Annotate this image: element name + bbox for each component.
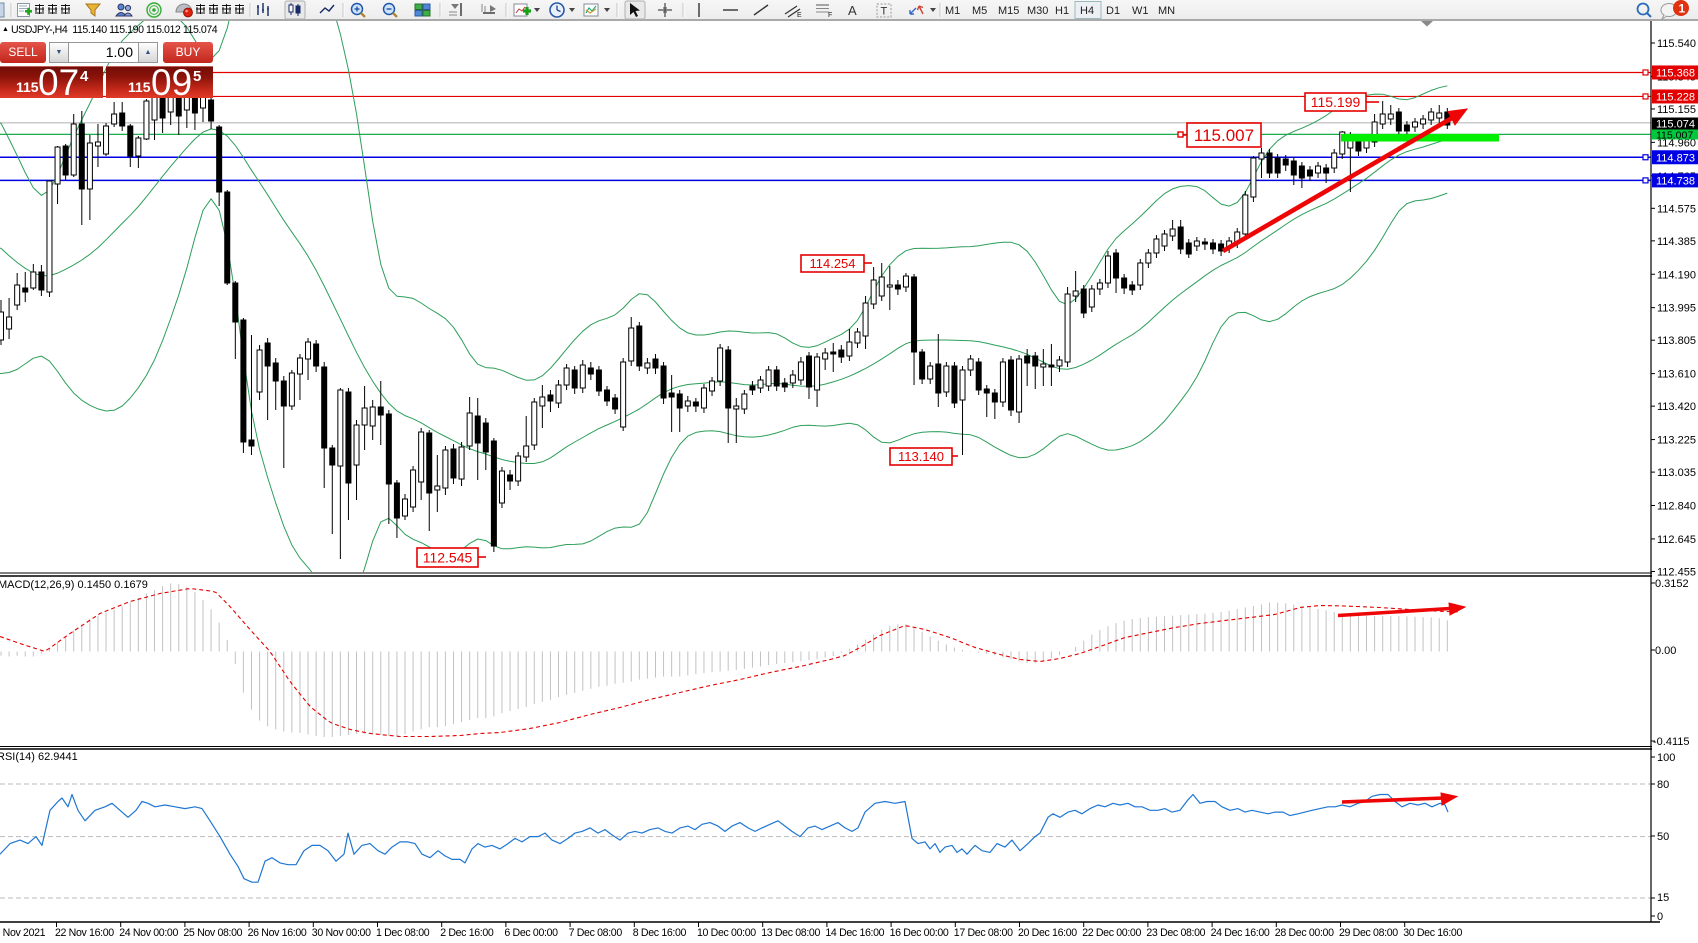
svg-text:D1: D1	[1106, 5, 1120, 17]
svg-text:112.455: 112.455	[1657, 566, 1696, 578]
svg-text:112.840: 112.840	[1657, 501, 1696, 513]
svg-text:115.199: 115.199	[1311, 94, 1361, 110]
svg-text:100: 100	[1657, 752, 1675, 764]
svg-text:115.540: 115.540	[1657, 38, 1696, 50]
svg-text:13 Dec 08:00: 13 Dec 08:00	[761, 927, 820, 939]
svg-text:-0.4115: -0.4115	[1653, 736, 1690, 748]
svg-text:115.007: 115.007	[1194, 126, 1254, 145]
svg-text:115.228: 115.228	[1656, 91, 1695, 103]
svg-text:0.00: 0.00	[1655, 645, 1676, 657]
svg-text:M1: M1	[945, 5, 960, 17]
svg-text:H4: H4	[1080, 5, 1094, 17]
svg-text:E: E	[797, 12, 802, 19]
svg-text:17 Dec 08:00: 17 Dec 08:00	[954, 927, 1013, 939]
svg-text:M30: M30	[1027, 5, 1048, 17]
svg-text:113.225: 113.225	[1657, 435, 1696, 447]
svg-text:113.610: 113.610	[1657, 369, 1696, 381]
svg-text:112.645: 112.645	[1657, 534, 1696, 546]
svg-text:115.368: 115.368	[1656, 67, 1695, 79]
svg-text:50: 50	[1657, 831, 1669, 843]
svg-text:26 Nov 16:00: 26 Nov 16:00	[248, 927, 307, 939]
svg-text:113.995: 113.995	[1657, 303, 1696, 315]
svg-text:115.074: 115.074	[1656, 119, 1695, 131]
svg-text:1: 1	[1679, 2, 1686, 16]
svg-text:7 Dec 08:00: 7 Dec 08:00	[569, 927, 623, 939]
svg-text:114.190: 114.190	[1657, 269, 1696, 281]
svg-text:113.140: 113.140	[898, 449, 944, 464]
svg-text:A: A	[848, 3, 857, 18]
svg-text:23 Dec 08:00: 23 Dec 08:00	[1146, 927, 1205, 939]
svg-text:1 Dec 08:00: 1 Dec 08:00	[376, 927, 430, 939]
svg-text:22 Nov 16:00: 22 Nov 16:00	[55, 927, 114, 939]
svg-text:28 Dec 00:00: 28 Dec 00:00	[1275, 927, 1334, 939]
svg-text:W1: W1	[1132, 5, 1149, 17]
svg-text:0: 0	[1657, 911, 1663, 923]
svg-text:F: F	[828, 12, 832, 19]
svg-text:114.254: 114.254	[809, 256, 855, 271]
svg-text:115.155: 115.155	[1657, 104, 1696, 116]
svg-text:MACD(12,26,9) 0.1450 0.1679: MACD(12,26,9) 0.1450 0.1679	[0, 579, 148, 591]
svg-text:114.575: 114.575	[1657, 203, 1696, 215]
svg-text:112.545: 112.545	[423, 550, 473, 566]
svg-text:29 Dec 08:00: 29 Dec 08:00	[1339, 927, 1398, 939]
svg-text:24 Nov 00:00: 24 Nov 00:00	[119, 927, 178, 939]
svg-text:30 Dec 16:00: 30 Dec 16:00	[1403, 927, 1462, 939]
svg-text:RSI(14) 62.9441: RSI(14) 62.9441	[0, 751, 78, 763]
svg-text:113.035: 113.035	[1657, 467, 1696, 479]
svg-text:113.805: 113.805	[1657, 335, 1696, 347]
svg-text:H1: H1	[1055, 5, 1069, 17]
svg-text:114.960: 114.960	[1657, 137, 1696, 149]
svg-text:0.3152: 0.3152	[1655, 578, 1689, 590]
svg-text:10 Dec 00:00: 10 Dec 00:00	[697, 927, 756, 939]
svg-text:25 Nov 08:00: 25 Nov 08:00	[183, 927, 242, 939]
svg-text:M15: M15	[998, 5, 1019, 17]
svg-text:15: 15	[1657, 892, 1669, 904]
svg-text:22 Dec 00:00: 22 Dec 00:00	[1082, 927, 1141, 939]
svg-text:114.738: 114.738	[1656, 175, 1695, 187]
svg-text:MN: MN	[1158, 5, 1175, 17]
svg-text:8 Dec 16:00: 8 Dec 16:00	[633, 927, 687, 939]
svg-text:24 Dec 16:00: 24 Dec 16:00	[1211, 927, 1270, 939]
svg-text:6 Dec 00:00: 6 Dec 00:00	[504, 927, 558, 939]
svg-text:30 Nov 00:00: 30 Nov 00:00	[312, 927, 371, 939]
svg-text:16 Dec 00:00: 16 Dec 00:00	[890, 927, 949, 939]
svg-text:19 Nov 2021: 19 Nov 2021	[0, 927, 46, 939]
svg-text:M5: M5	[972, 5, 987, 17]
svg-text:114.385: 114.385	[1657, 236, 1696, 248]
svg-text:14 Dec 16:00: 14 Dec 16:00	[825, 927, 884, 939]
svg-text:20 Dec 16:00: 20 Dec 16:00	[1018, 927, 1077, 939]
svg-text:T: T	[881, 6, 888, 18]
svg-text:114.873: 114.873	[1656, 152, 1695, 164]
svg-text:115.007: 115.007	[1656, 129, 1693, 141]
svg-text:2 Dec 16:00: 2 Dec 16:00	[440, 927, 494, 939]
svg-text:113.420: 113.420	[1657, 401, 1696, 413]
svg-text:80: 80	[1657, 779, 1669, 791]
